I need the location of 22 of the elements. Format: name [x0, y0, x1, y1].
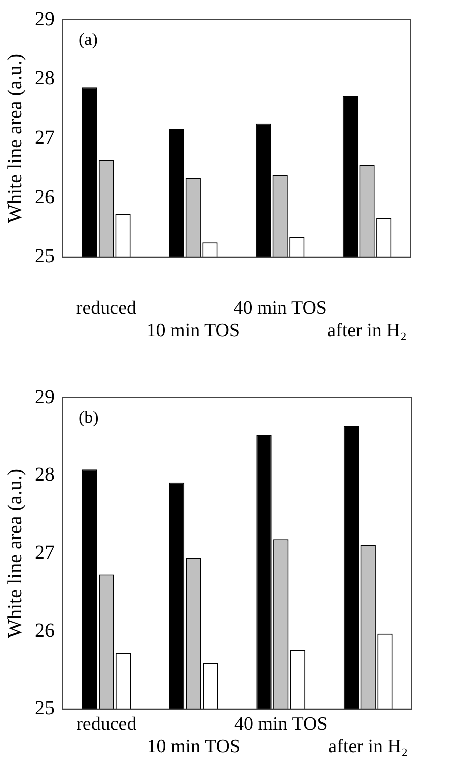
y-tick-label: 27	[35, 542, 55, 564]
y-tick-label: 26	[35, 186, 55, 208]
x-tick-label: 40 min TOS	[234, 714, 328, 735]
y-tick-label: 29	[35, 8, 55, 30]
x-tick-label: after in H₂	[328, 736, 408, 758]
y-tick-label: 28	[35, 68, 55, 90]
y-axis-title: White line area (a.u.)	[4, 469, 26, 638]
y-tick-label: 27	[35, 126, 55, 149]
y-tick-label: 25	[35, 698, 55, 720]
y-tick-label: 28	[35, 464, 55, 486]
y-tick-label: 26	[35, 620, 55, 642]
annotation: (a)	[79, 30, 98, 49]
x-tick-label: 40 min TOS	[234, 298, 327, 319]
x-tick-label: reduced	[76, 298, 138, 319]
x-tick-label: reduced	[76, 714, 138, 735]
annotation: (b)	[79, 408, 99, 427]
y-axis-title: White line area (a.u.)	[4, 54, 26, 224]
x-tick-label: after in H₂	[328, 320, 408, 342]
y-tick-label: 29	[35, 386, 55, 408]
x-tick-label: 10 min TOS	[146, 320, 240, 342]
x-tick-label: 10 min TOS	[147, 736, 241, 758]
y-tick-label: 25	[35, 246, 55, 268]
